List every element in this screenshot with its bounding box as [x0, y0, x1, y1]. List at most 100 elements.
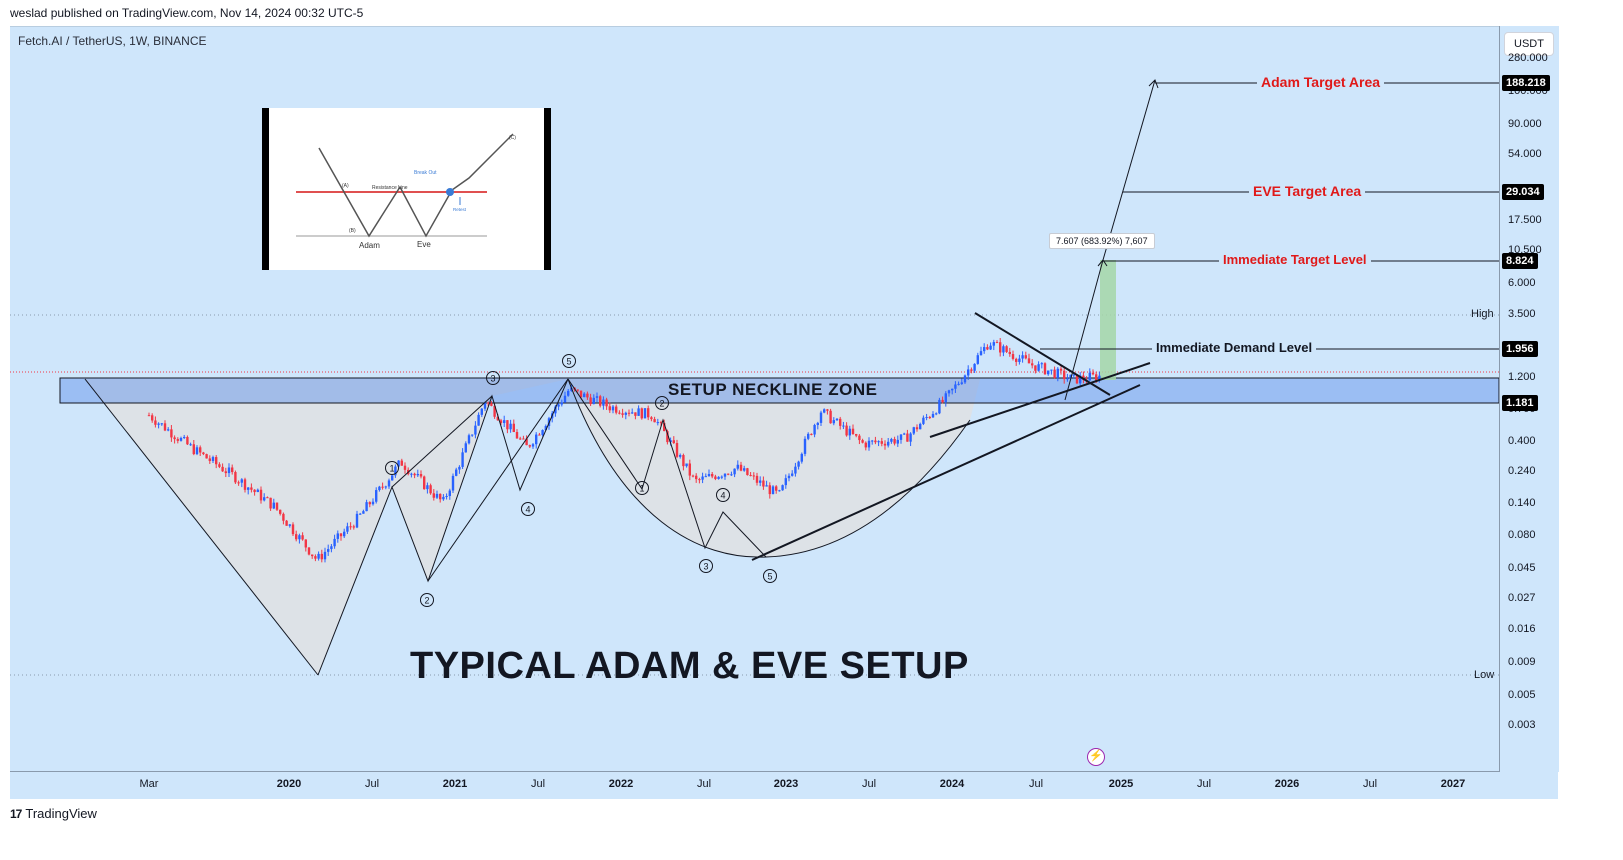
- candle-body: [461, 452, 464, 467]
- candle-body: [602, 399, 605, 406]
- price-tick: 3.500: [1508, 308, 1536, 320]
- wave-marker-label: 1: [639, 484, 644, 494]
- candle-body: [237, 482, 240, 484]
- candle-body: [944, 393, 947, 403]
- candle-body: [176, 439, 179, 441]
- wave-marker-label: 4: [525, 505, 530, 515]
- candle-body: [538, 434, 541, 436]
- time-tick: 2025: [1108, 778, 1134, 790]
- candle-body: [704, 476, 707, 478]
- candlestick-series: [147, 337, 1101, 563]
- lightning-icon[interactable]: ⚡: [1087, 748, 1105, 766]
- badge-immediate-demand: 1.956: [1502, 341, 1538, 357]
- high-label: High: [1471, 308, 1494, 320]
- wave-marker-circle: [716, 488, 730, 502]
- candle-body: [202, 452, 205, 455]
- candle-body: [285, 520, 288, 526]
- candle-body: [579, 390, 583, 398]
- candle-body: [378, 486, 381, 491]
- candle-body: [976, 355, 979, 364]
- candle-body: [1075, 374, 1079, 384]
- price-tick: 0.016: [1508, 623, 1536, 635]
- candle-body: [701, 476, 704, 480]
- candle-body: [672, 440, 675, 443]
- candle-body: [1059, 368, 1063, 371]
- candle-body: [349, 526, 352, 528]
- publisher-line: weslad published on TradingView.com, Nov…: [10, 6, 364, 20]
- candle-body: [755, 475, 759, 483]
- candle-body: [899, 434, 903, 440]
- candle-body: [151, 415, 154, 421]
- candle-body: [739, 464, 743, 471]
- candle-body: [960, 382, 963, 384]
- adam-target-label: Adam Target Area: [1257, 74, 1385, 90]
- low-label: Low: [1474, 669, 1495, 681]
- immediate-demand-label: Immediate Demand Level: [1152, 340, 1317, 355]
- candle-body: [215, 457, 218, 465]
- candle-body: [163, 423, 167, 431]
- candle-body: [640, 408, 643, 419]
- candle-body: [759, 480, 762, 483]
- candle-body: [973, 363, 976, 371]
- candle-body: [1063, 370, 1066, 380]
- candle-body: [714, 476, 717, 479]
- candle-body: [323, 551, 327, 560]
- badge-eve-target: 29.034: [1502, 184, 1544, 200]
- candle-body: [749, 475, 752, 477]
- candle-body: [861, 440, 864, 443]
- candle-body: [445, 496, 448, 498]
- candle-body: [531, 444, 535, 447]
- inset-resistance-label: Resistance Line: [372, 185, 408, 191]
- candle-body: [311, 554, 314, 557]
- tradingview-logo[interactable]: 17 TradingView: [10, 806, 97, 821]
- candle-body: [778, 490, 781, 492]
- candle-body: [467, 435, 471, 444]
- candle-body: [791, 473, 794, 476]
- candle-body: [490, 403, 493, 406]
- candle-body: [659, 422, 663, 424]
- price-tick: 6.000: [1508, 277, 1536, 289]
- price-tick: 1.200: [1508, 371, 1536, 383]
- candle-body: [320, 553, 323, 560]
- candle-body: [890, 438, 893, 442]
- candle-body: [1021, 355, 1024, 359]
- candle-body: [1069, 374, 1072, 379]
- candle-body: [554, 406, 557, 414]
- candle-body: [922, 417, 925, 424]
- currency-button[interactable]: USDT: [1504, 32, 1554, 56]
- candle-body: [1056, 368, 1059, 378]
- candle-body: [643, 408, 647, 419]
- candle-body: [829, 410, 832, 424]
- candle-body: [1024, 355, 1027, 359]
- candle-body: [448, 490, 451, 497]
- candle-body: [362, 511, 365, 514]
- wave-marker-circle: [385, 461, 399, 475]
- time-axis[interactable]: [10, 771, 1499, 799]
- trendline-minor: [929, 362, 1151, 438]
- candle-body: [519, 438, 522, 440]
- candle-body: [1015, 358, 1018, 362]
- candle-body: [986, 347, 989, 350]
- candle-body: [874, 440, 877, 443]
- candle-body: [624, 412, 627, 415]
- candle-body: [653, 419, 656, 423]
- candle-body: [208, 458, 211, 461]
- candle-body: [647, 408, 650, 418]
- candle-body: [471, 434, 474, 436]
- candle-body: [592, 397, 595, 405]
- candle-body: [906, 433, 909, 442]
- candle-body: [589, 397, 592, 405]
- candle-body: [720, 476, 723, 478]
- candle-body: [794, 466, 797, 474]
- candle-body: [685, 463, 688, 467]
- candle-body: [493, 405, 496, 417]
- candle-body: [301, 535, 304, 540]
- candle-body: [851, 428, 855, 435]
- candle-body: [787, 475, 791, 479]
- candle-body: [1018, 358, 1021, 362]
- candle-body: [314, 556, 317, 559]
- candle-body: [544, 425, 547, 431]
- wave-marker-label: 4: [720, 491, 725, 501]
- candle-body: [883, 443, 887, 446]
